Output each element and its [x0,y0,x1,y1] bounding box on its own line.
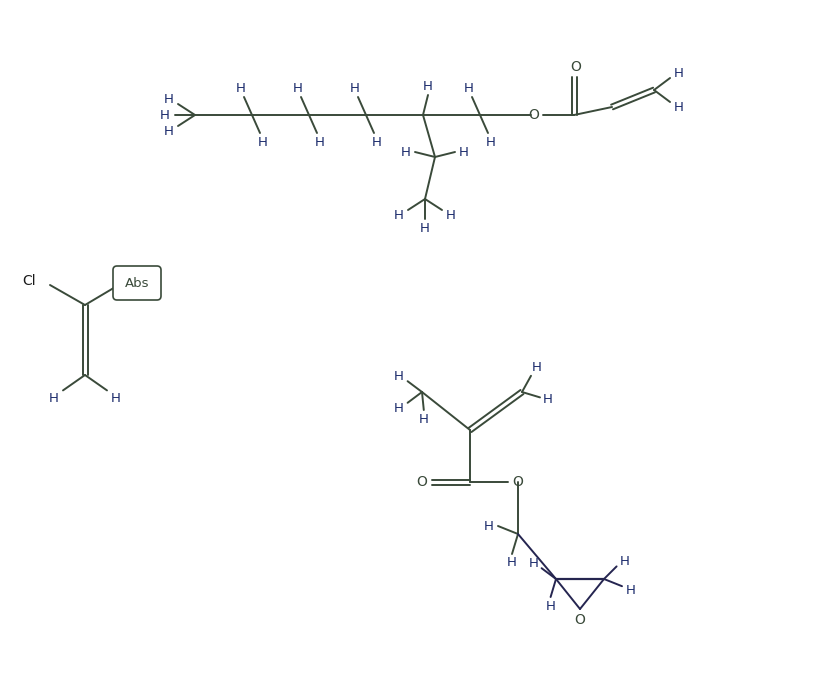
Text: H: H [394,208,404,222]
Text: H: H [674,101,684,113]
Text: H: H [372,136,382,149]
Text: H: H [484,519,494,532]
Text: H: H [315,136,325,149]
Text: H: H [620,555,630,568]
Text: H: H [459,145,469,158]
Text: H: H [674,67,684,79]
Text: H: H [350,81,360,95]
Text: H: H [532,361,542,375]
FancyBboxPatch shape [113,266,161,300]
Text: H: H [111,392,121,405]
Text: H: H [164,92,174,106]
Text: H: H [394,370,403,383]
Text: H: H [626,584,636,597]
Text: H: H [293,81,303,95]
Text: H: H [486,136,496,149]
Text: O: O [512,475,523,489]
Text: H: H [419,413,429,425]
Text: O: O [416,475,427,489]
Text: H: H [401,145,411,158]
Text: H: H [420,222,430,234]
Text: Abs: Abs [125,277,149,290]
Text: H: H [258,136,268,149]
Text: O: O [528,108,539,122]
Text: H: H [394,402,403,416]
Text: H: H [507,557,517,569]
Text: H: H [49,392,59,405]
Text: H: H [164,124,174,138]
Text: H: H [423,79,433,92]
Text: H: H [160,108,170,122]
Text: H: H [529,557,539,570]
Text: Cl: Cl [22,274,36,288]
Text: O: O [571,60,581,74]
Text: H: H [464,81,474,95]
Text: H: H [546,600,556,612]
Text: H: H [543,393,553,406]
Text: H: H [446,208,456,222]
Text: H: H [236,81,246,95]
Text: O: O [575,613,586,627]
